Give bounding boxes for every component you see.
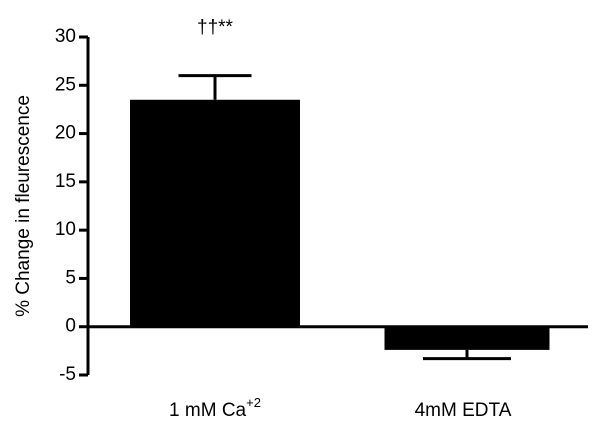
y-tick-label: 25 xyxy=(55,74,76,95)
x-tick-label: 4mM EDTA xyxy=(415,400,512,421)
y-tick-label: 5 xyxy=(65,267,76,288)
y-tick-label: 10 xyxy=(55,219,76,240)
y-tick-label: -5 xyxy=(59,364,76,385)
error-bar xyxy=(423,349,511,361)
y-tick-label: 20 xyxy=(55,123,76,144)
bar xyxy=(130,99,300,327)
y-tick-label: 15 xyxy=(55,171,76,192)
y-tick-label: 30 xyxy=(55,26,76,47)
error-bar xyxy=(178,74,252,100)
annotation: ††** xyxy=(197,17,234,38)
bar xyxy=(384,326,550,350)
y-tick-label: 0 xyxy=(65,316,76,337)
x-tick-label: 1 mM Ca+2 xyxy=(169,395,261,421)
y-axis-label: % Change in fleurescence xyxy=(13,95,34,317)
